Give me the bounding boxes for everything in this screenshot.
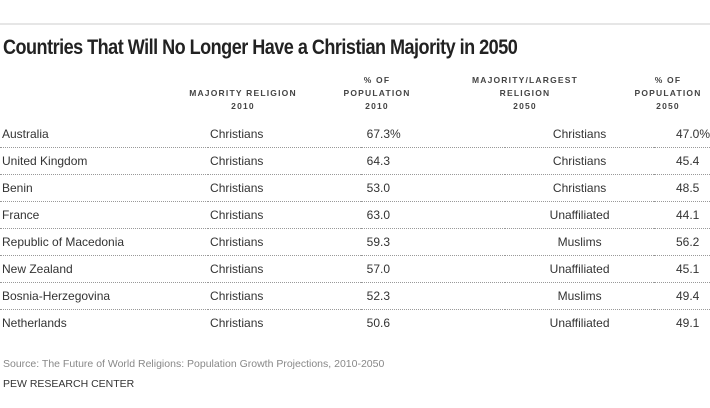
pct-2050-cell: 47.0% [653, 121, 710, 148]
chart-title: Countries That Will No Longer Have a Chr… [3, 36, 518, 59]
pct-2050-cell: 49.1 [675, 316, 700, 330]
header-line: 2050 [513, 101, 537, 111]
country-cell: Republic of Macedonia [0, 228, 209, 256]
religion-2010-cell: Christians [208, 228, 361, 256]
country-cell: France [0, 201, 209, 229]
data-table: Australia Christians 67.3% Christians 47.0% U… [0, 121, 710, 336]
religion-2010-cell: Christians [208, 201, 361, 229]
religion-2010-cell: Christians [210, 316, 264, 330]
country-cell: United Kingdom [0, 147, 209, 175]
pct-2010-cell: 57.0 [360, 255, 506, 283]
table-row: Australia Christians 67.3% Christians 47.0% [0, 121, 710, 148]
religion-2010-cell: Christians [208, 121, 361, 148]
header-majority-religion-2010: MAJORITY RELIGION 2010 [178, 87, 308, 113]
religion-2050-cell: Muslims [505, 282, 654, 310]
table-row: France Christians 63.0 Unaffiliated 44.1 [0, 201, 710, 229]
header-line: POPULATION [634, 88, 702, 98]
pct-2050-cell: 49.4 [653, 282, 710, 310]
table-row: Benin Christians 53.0 Christians 48.5 [0, 174, 710, 202]
pct-2010-cell: 63.0 [360, 201, 506, 229]
table-row: New Zealand Christians 57.0 Unaffiliated 45.… [0, 255, 710, 283]
source-note: Source: The Future of World Religions: P… [3, 358, 385, 370]
header-line: MAJORITY RELIGION [189, 88, 297, 98]
pct-2050-cell: 48.5 [653, 174, 710, 202]
country-cell: Netherlands [2, 316, 67, 330]
pct-2010-cell: 53.0 [360, 174, 506, 202]
pct-2010-cell: 67.3% [360, 121, 506, 148]
table-row: United Kingdom Christians 64.3 Christians 45… [0, 147, 710, 175]
table-row: Netherlands Christians 50.6 Unaffiliated 49.… [0, 310, 710, 337]
religion-2050-cell: Unaffiliated [505, 201, 654, 229]
pct-2010-cell: 52.3 [360, 282, 506, 310]
header-line: 2010 [231, 101, 255, 111]
pct-2010-cell: 59.3 [360, 228, 506, 256]
header-line: 2010 [365, 101, 389, 111]
pct-2050-cell: 56.2 [653, 228, 710, 256]
pct-2010-cell: 64.3 [360, 147, 506, 175]
country-cell: Benin [0, 174, 209, 202]
religion-2010-cell: Christians [208, 147, 361, 175]
table-row: Bosnia-Herzegovina Christians 52.3 Muslims 4… [0, 282, 710, 310]
country-cell: Bosnia-Herzegovina [0, 282, 209, 310]
table-row: Republic of Macedonia Christians 59.3 Musli… [0, 228, 710, 256]
country-cell: Australia [0, 121, 209, 148]
header-line: 2050 [656, 101, 680, 111]
header-line: % OF [654, 75, 682, 85]
pct-2010-cell: 50.6 [366, 316, 391, 330]
pct-2050-cell: 45.1 [653, 255, 710, 283]
religion-2010-cell: Christians [208, 174, 361, 202]
religion-2010-cell: Christians [208, 282, 361, 310]
header-line: MAJORITY/LARGEST [471, 75, 579, 85]
header-line: POPULATION [343, 88, 411, 98]
religion-2050-cell: Christians [505, 147, 654, 175]
top-divider [0, 23, 710, 25]
pct-2050-cell: 45.4 [653, 147, 710, 175]
pct-2050-cell: 44.1 [653, 201, 710, 229]
header-pct-population-2050: % OF POPULATION 2050 [623, 74, 710, 113]
religion-2050-cell: Unaffiliated [549, 316, 610, 330]
religion-2050-cell: Unaffiliated [505, 255, 654, 283]
religion-2050-cell: Christians [505, 121, 654, 148]
header-line: % OF [363, 75, 391, 85]
country-cell: New Zealand [0, 255, 209, 283]
religion-2010-cell: Christians [208, 255, 361, 283]
religion-2050-cell: Christians [505, 174, 654, 202]
header-pct-population-2010: % OF POPULATION 2010 [332, 74, 422, 113]
header-line: RELIGION [499, 88, 551, 98]
religion-2050-cell: Muslims [505, 228, 654, 256]
header-majority-religion-2050: MAJORITY/LARGEST RELIGION 2050 [455, 74, 595, 113]
credit-label: PEW RESEARCH CENTER [3, 378, 135, 390]
